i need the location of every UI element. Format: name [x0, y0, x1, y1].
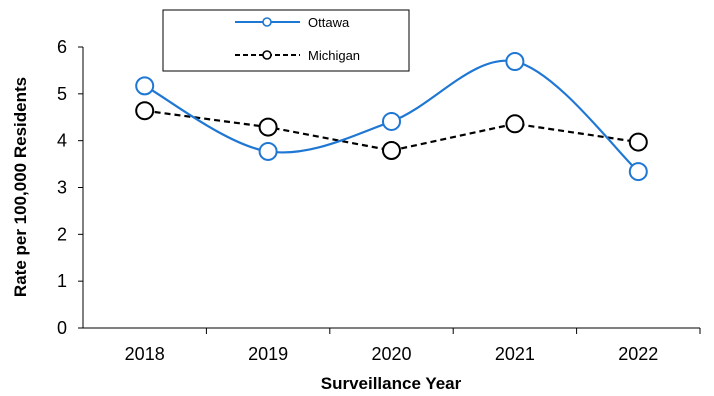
- y-tick-label: 5: [57, 84, 67, 104]
- data-point-ottawa: [135, 76, 155, 96]
- data-point-ottawa: [258, 141, 278, 161]
- x-ticks: 2018 2019 2020 2021 2022: [125, 328, 701, 364]
- x-tick-label: 2019: [248, 344, 288, 364]
- x-tick-label: 2022: [618, 344, 658, 364]
- legend-label-michigan: Michigan: [308, 48, 360, 63]
- data-point-michigan: [382, 141, 401, 161]
- data-point-michigan: [258, 117, 278, 137]
- data-point-ottawa: [382, 111, 401, 131]
- legend: Ottawa Michigan: [162, 9, 410, 72]
- axes: [82, 47, 700, 329]
- markers-layer: [135, 52, 648, 182]
- y-tick-label: 0: [57, 318, 67, 338]
- legend-marker-ottawa: [262, 17, 272, 27]
- y-tick-label: 1: [57, 271, 67, 291]
- x-axis-title: Surveillance Year: [321, 374, 462, 393]
- y-tick-label: 4: [57, 131, 67, 151]
- data-point-michigan: [628, 132, 648, 152]
- y-tick-label: 2: [57, 224, 67, 244]
- legend-box: [162, 9, 410, 72]
- x-tick-label: 2020: [371, 344, 411, 364]
- x-tick-label: 2018: [125, 344, 165, 364]
- y-ticks: 0 1 2 3 4 5 6: [57, 37, 83, 338]
- y-axis-title: Rate per 100,000 Residents: [11, 77, 30, 297]
- y-tick-label: 6: [57, 37, 67, 57]
- data-point-ottawa: [505, 52, 525, 72]
- legend-label-ottawa: Ottawa: [308, 15, 350, 30]
- legend-marker-michigan: [262, 50, 272, 60]
- x-tick-label: 2021: [495, 344, 535, 364]
- y-tick-label: 3: [57, 178, 67, 198]
- data-point-michigan: [505, 114, 525, 134]
- data-point-michigan: [135, 101, 155, 121]
- data-point-ottawa: [628, 162, 648, 182]
